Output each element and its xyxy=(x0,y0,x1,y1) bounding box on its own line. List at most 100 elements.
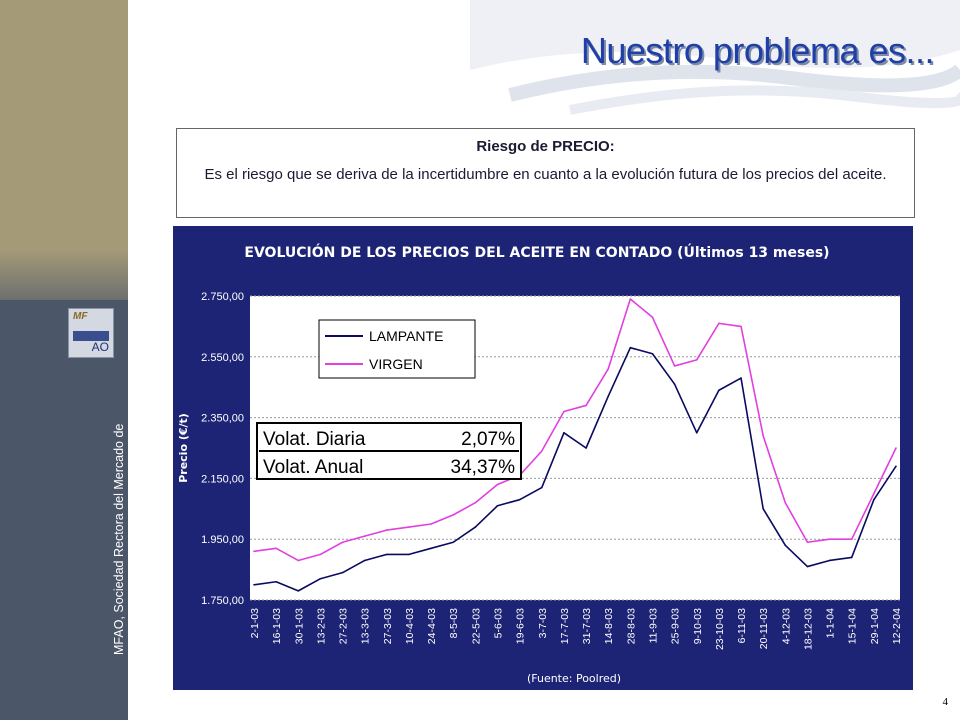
data-point-lampante xyxy=(585,447,587,449)
x-tick-label: 17-7-03 xyxy=(559,608,571,644)
x-tick-label: 13-2-03 xyxy=(315,608,327,644)
x-tick-label: 16-1-03 xyxy=(271,608,283,644)
data-point-virgen xyxy=(386,529,388,531)
x-tick-label: 11-9-03 xyxy=(647,608,659,644)
y-tick-label: 1.750,00 xyxy=(201,595,244,607)
data-point-virgen xyxy=(850,538,853,540)
y-tick-label: 1.950,00 xyxy=(201,534,244,546)
data-point-lampante xyxy=(430,547,432,550)
logo-ao-text: AO xyxy=(91,340,109,354)
legend-label-lampante: LAMPANTE xyxy=(369,328,443,344)
data-point-lampante xyxy=(607,395,610,398)
data-point-lampante xyxy=(740,377,742,379)
x-tick-label: 9-10-03 xyxy=(692,608,704,644)
logo-mf-text: MF xyxy=(73,311,88,322)
data-point-virgen xyxy=(784,501,787,504)
data-point-virgen xyxy=(607,368,610,370)
data-point-virgen xyxy=(363,535,366,537)
x-tick-label: 27-2-03 xyxy=(338,608,350,644)
sidebar-company-line-2: Futuros del Aceite de Oliva, S.A. xyxy=(127,475,141,655)
x-tick-label: 29-1-04 xyxy=(869,608,881,644)
y-tick-labels: 1.750,00 1.950,00 2.150,00 2.350,00 2.550,00… xyxy=(201,291,244,607)
data-point-lampante xyxy=(341,571,344,574)
volat-anual-value: 34,37% xyxy=(451,457,516,478)
data-point-lampante xyxy=(474,526,477,528)
data-point-virgen xyxy=(718,322,720,325)
data-point-lampante xyxy=(651,352,654,355)
legend-box xyxy=(318,319,476,379)
data-point-virgen xyxy=(341,541,344,544)
volat-diaria-value: 2,07% xyxy=(461,429,515,450)
data-point-lampante xyxy=(563,432,565,434)
x-tick-label: 20-11-03 xyxy=(758,608,770,649)
data-point-lampante xyxy=(806,565,809,568)
chart-title: EVOLUCIÓN DE LOS PRECIOS DEL ACEITE EN C… xyxy=(244,243,829,261)
volat-anual-label: Volat. Anual xyxy=(263,457,363,478)
y-tick-label: 2.550,00 xyxy=(201,352,244,364)
page-number: 4 xyxy=(942,696,949,708)
data-point-lampante xyxy=(762,508,764,510)
series-lines xyxy=(253,298,897,592)
x-tick-label: 4-12-03 xyxy=(780,608,792,644)
data-point-virgen xyxy=(585,404,587,407)
data-point-virgen xyxy=(740,325,742,328)
x-tick-label: 10-4-03 xyxy=(404,608,416,644)
data-point-lampante xyxy=(363,559,366,562)
y-tick-label: 2.750,00 xyxy=(201,291,244,303)
x-tick-label: 24-4-03 xyxy=(426,608,438,644)
data-point-virgen xyxy=(806,541,809,544)
data-point-virgen xyxy=(895,447,897,449)
data-point-lampante xyxy=(695,432,698,434)
data-point-lampante xyxy=(629,346,632,349)
y-tick-label: 2.150,00 xyxy=(201,473,244,485)
data-point-lampante xyxy=(496,504,499,507)
data-point-virgen xyxy=(253,550,255,553)
data-point-lampante xyxy=(452,541,455,544)
x-tick-label: 19-6-03 xyxy=(515,608,527,644)
data-point-virgen xyxy=(496,483,499,486)
data-point-lampante xyxy=(297,590,300,592)
header-decoration xyxy=(470,0,960,115)
data-point-lampante xyxy=(673,383,676,385)
sidebar-company-text: MFAO, Sociedad Rectora del Mercado de Fu… xyxy=(112,424,142,655)
sidebar-company-line-1: MFAO, Sociedad Rectora del Mercado de xyxy=(112,423,126,655)
mfao-logo: MF AO xyxy=(68,308,114,358)
data-point-virgen xyxy=(651,316,654,319)
risk-text: Es el riesgo que se deriva de la incerti… xyxy=(204,166,887,183)
data-point-virgen xyxy=(762,435,764,437)
data-point-lampante xyxy=(275,580,277,583)
data-point-virgen xyxy=(408,526,410,528)
data-point-lampante xyxy=(718,389,720,392)
x-tick-label: 5-6-03 xyxy=(493,608,505,639)
data-point-virgen xyxy=(563,410,565,413)
data-point-virgen xyxy=(873,492,875,495)
price-chart: EVOLUCIÓN DE LOS PRECIOS DEL ACEITE EN C… xyxy=(173,226,913,690)
data-point-virgen xyxy=(474,501,477,504)
x-tick-label: 30-1-03 xyxy=(293,608,305,644)
x-tick-label: 28-8-03 xyxy=(625,608,637,644)
x-tick-label: 6-11-03 xyxy=(736,608,748,644)
data-point-virgen xyxy=(673,365,676,367)
data-point-lampante xyxy=(850,556,853,559)
y-axis-label: Precio (€/t) xyxy=(177,413,190,483)
data-point-lampante xyxy=(518,498,521,501)
chart-source: (Fuente: Poolred) xyxy=(527,672,621,685)
x-tick-label: 27-3-03 xyxy=(382,608,394,644)
data-point-virgen xyxy=(828,538,831,540)
data-point-lampante xyxy=(386,553,388,556)
data-point-virgen xyxy=(275,547,277,550)
series-line-virgen xyxy=(253,298,897,562)
sidebar: MF AO MFAO, Sociedad Rectora del Mercado… xyxy=(0,0,141,720)
data-point-virgen xyxy=(629,298,632,300)
risk-heading: Riesgo de PRECIO: xyxy=(476,138,615,155)
data-point-virgen xyxy=(540,450,543,452)
x-tick-label: 25-9-03 xyxy=(670,608,682,644)
x-tick-label: 8-5-03 xyxy=(448,608,460,639)
logo-bar xyxy=(73,331,109,341)
x-tick-label: 22-5-03 xyxy=(470,608,482,644)
y-tick-label: 2.350,00 xyxy=(201,413,244,425)
sidebar-bottom-band xyxy=(0,300,128,720)
x-tick-label: 13-3-03 xyxy=(360,608,372,644)
legend-label-virgen: VIRGEN xyxy=(369,356,423,372)
x-tick-label: 12-2-04 xyxy=(891,608,903,644)
